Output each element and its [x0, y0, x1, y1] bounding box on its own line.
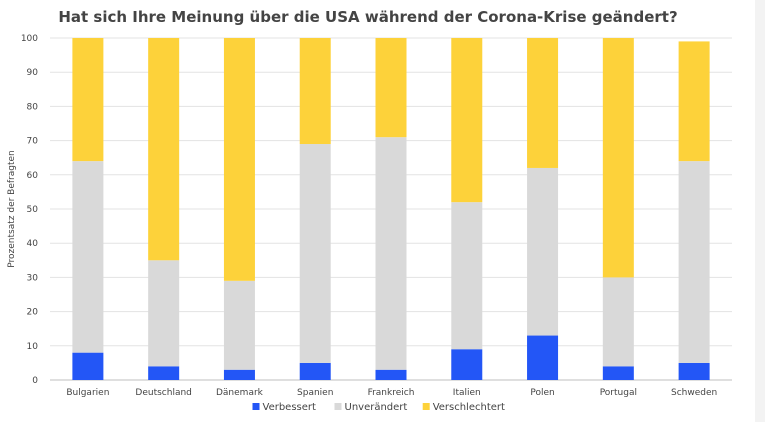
bar-segment [375, 137, 407, 370]
bar-segment [451, 202, 483, 350]
x-tick-label: Portugal [600, 388, 637, 398]
y-tick-label: 40 [27, 239, 39, 249]
legend-label: Verschlechtert [433, 402, 505, 413]
bar-segment [299, 144, 331, 363]
bar-segment [72, 38, 104, 162]
bar-segment [299, 362, 331, 380]
y-tick-label: 60 [27, 171, 39, 181]
bar-segment [602, 38, 634, 278]
x-tick-label: Spanien [297, 388, 333, 398]
bar-segment [223, 280, 255, 370]
legend-label: Verbessert [263, 402, 317, 413]
y-tick-label: 20 [27, 308, 39, 318]
bar-segment [527, 38, 559, 168]
bar-segment [148, 38, 180, 261]
legend-swatch [422, 403, 430, 410]
bar-segment [148, 366, 180, 380]
bar-segment [527, 167, 559, 336]
y-tick-label: 0 [32, 376, 38, 386]
y-tick-label: 30 [27, 273, 39, 283]
bar-segment [678, 161, 710, 363]
y-tick-label: 70 [27, 137, 39, 147]
bar-segment [678, 41, 710, 162]
x-tick-label: Italien [453, 388, 481, 398]
bar-segment [451, 38, 483, 203]
legend-swatch [334, 403, 342, 410]
scroll-edge [755, 0, 765, 422]
y-tick-label: 80 [27, 102, 39, 112]
legend-label: Unverändert [345, 402, 408, 413]
legend: Verbessert Unverändert Verschlechtert [252, 402, 505, 413]
x-tick-label: Frankreich [368, 388, 415, 398]
y-tick-label: 50 [27, 205, 39, 215]
x-tick-label: Bulgarien [66, 388, 109, 398]
bar-segment [678, 362, 710, 380]
bar-segment [602, 277, 634, 367]
bar-segment [375, 369, 407, 380]
x-axis-ticks: Bulgarien Deutschland Dänemark Spanien Frank… [66, 388, 717, 398]
y-tick-label: 10 [27, 342, 39, 352]
y-tick-label: 100 [21, 34, 38, 44]
legend-swatch [252, 403, 260, 410]
bar-segment [148, 260, 180, 367]
y-tick-label: 90 [27, 68, 39, 78]
y-axis-ticks: 0 10 20 30 40 50 60 70 80 90 100 [21, 34, 38, 386]
bar-segment [72, 352, 104, 380]
x-tick-label: Deutschland [135, 388, 191, 398]
x-tick-label: Dänemark [216, 388, 264, 398]
bar-segment [223, 369, 255, 380]
y-axis-label: Prozentsatz der Befragten [7, 150, 17, 267]
x-tick-label: Schweden [671, 388, 717, 398]
bar-segment [72, 161, 104, 353]
chart-title: Hat sich Ihre Meinung über die USA währe… [58, 8, 677, 26]
bar-segment [602, 366, 634, 380]
bar-segment [451, 349, 483, 380]
x-tick-label: Polen [530, 388, 554, 398]
bars [72, 38, 710, 380]
bar-segment [375, 38, 407, 138]
bar-segment [527, 335, 559, 380]
bar-segment [223, 38, 255, 281]
bar-segment [299, 38, 331, 145]
